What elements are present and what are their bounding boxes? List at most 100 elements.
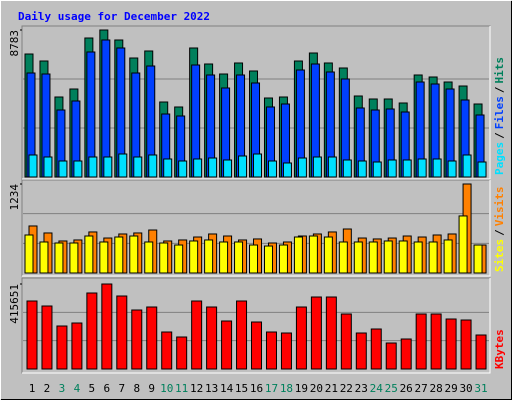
- bar: [223, 159, 233, 178]
- x-tick-label: 17: [265, 382, 278, 395]
- bar: [278, 244, 288, 274]
- bar: [447, 160, 457, 178]
- bar: [144, 241, 154, 274]
- bar: [176, 336, 188, 370]
- legend-entry: KBytes: [493, 329, 506, 369]
- bar: [234, 241, 244, 274]
- bar: [101, 283, 113, 370]
- bar: [69, 242, 79, 274]
- bar: [86, 292, 98, 370]
- bar: [458, 215, 468, 274]
- bar: [297, 157, 307, 178]
- y-tick-label: 1234: [8, 184, 21, 211]
- x-tick-label: 3: [59, 382, 66, 395]
- bar: [473, 244, 483, 274]
- x-tick-label: 10: [160, 382, 173, 395]
- y-tick-label: 8783: [8, 30, 21, 57]
- x-tick-label: 11: [175, 382, 188, 395]
- x-tick-label: 29: [444, 382, 457, 395]
- bar: [443, 239, 453, 274]
- bar: [236, 300, 248, 370]
- bar: [398, 240, 408, 274]
- bar: [310, 296, 322, 370]
- bar: [342, 159, 352, 178]
- bar: [357, 160, 367, 178]
- bar: [41, 305, 53, 370]
- chart-title: Daily usage for December 2022: [18, 10, 210, 23]
- bar: [402, 159, 412, 178]
- bar: [383, 240, 393, 274]
- legend-entry: Sites: [493, 239, 506, 272]
- x-tick-label: 14: [220, 382, 234, 395]
- bar: [415, 313, 427, 370]
- x-tick-label: 24: [370, 382, 384, 395]
- bar: [251, 321, 263, 370]
- bar: [163, 158, 173, 178]
- bar: [103, 156, 113, 178]
- bar: [462, 154, 472, 178]
- bar: [88, 156, 98, 178]
- bar: [24, 234, 34, 274]
- bar: [71, 322, 83, 370]
- x-tick-label: 19: [295, 382, 308, 395]
- bar: [159, 242, 169, 274]
- x-tick-label: 18: [280, 382, 293, 395]
- x-tick-label: 23: [355, 382, 368, 395]
- bar: [189, 240, 199, 274]
- bar: [73, 160, 83, 178]
- bar: [295, 306, 307, 370]
- legend-separator: /: [493, 229, 506, 236]
- x-tick-label: 12: [190, 382, 203, 395]
- x-tick-label: 13: [205, 382, 218, 395]
- legend-entry: Pages: [493, 142, 506, 175]
- bar: [118, 153, 128, 178]
- bar: [430, 313, 442, 370]
- x-tick-label: 15: [235, 382, 248, 395]
- bar: [39, 241, 49, 274]
- x-tick-label: 21: [325, 382, 338, 395]
- bar: [413, 241, 423, 274]
- bar: [204, 239, 214, 274]
- legend: KBytes: [493, 329, 506, 369]
- bar: [146, 306, 158, 370]
- bar: [208, 157, 218, 178]
- bar: [178, 160, 188, 178]
- bar: [308, 235, 318, 274]
- x-tick-label: 9: [148, 382, 155, 395]
- x-tick-label: 16: [250, 382, 263, 395]
- x-tick-label: 7: [118, 382, 125, 395]
- x-tick-label: 26: [400, 382, 413, 395]
- bar: [265, 331, 277, 370]
- bar: [206, 306, 218, 370]
- bar: [370, 328, 382, 370]
- legend-entry: Files: [493, 96, 506, 129]
- bar: [43, 156, 53, 178]
- x-tick-label: 6: [104, 382, 111, 395]
- bar: [219, 241, 229, 274]
- bar: [191, 300, 203, 370]
- panel-edge: [22, 278, 491, 374]
- bar: [338, 241, 348, 274]
- bar: [161, 331, 173, 370]
- legend: Pages / Files / Hits: [493, 57, 506, 175]
- legend-separator: /: [493, 86, 506, 93]
- bar: [460, 319, 472, 370]
- x-tick-label: 4: [74, 382, 81, 395]
- x-tick-label: 31: [474, 382, 487, 395]
- y-tick-label: 415651: [8, 284, 21, 324]
- bar: [133, 156, 143, 178]
- bar: [417, 158, 427, 178]
- legend-entry: Hits: [493, 57, 506, 84]
- bar: [263, 245, 273, 274]
- panel-edge: [22, 26, 491, 180]
- x-tick-label: 2: [44, 382, 51, 395]
- bar: [56, 325, 68, 370]
- bar: [340, 313, 352, 370]
- bar: [253, 153, 263, 178]
- bar: [428, 241, 438, 274]
- bar: [238, 155, 248, 178]
- x-tick-label: 30: [459, 382, 472, 395]
- bar: [400, 338, 412, 370]
- bar: [385, 342, 397, 370]
- bar: [325, 296, 337, 370]
